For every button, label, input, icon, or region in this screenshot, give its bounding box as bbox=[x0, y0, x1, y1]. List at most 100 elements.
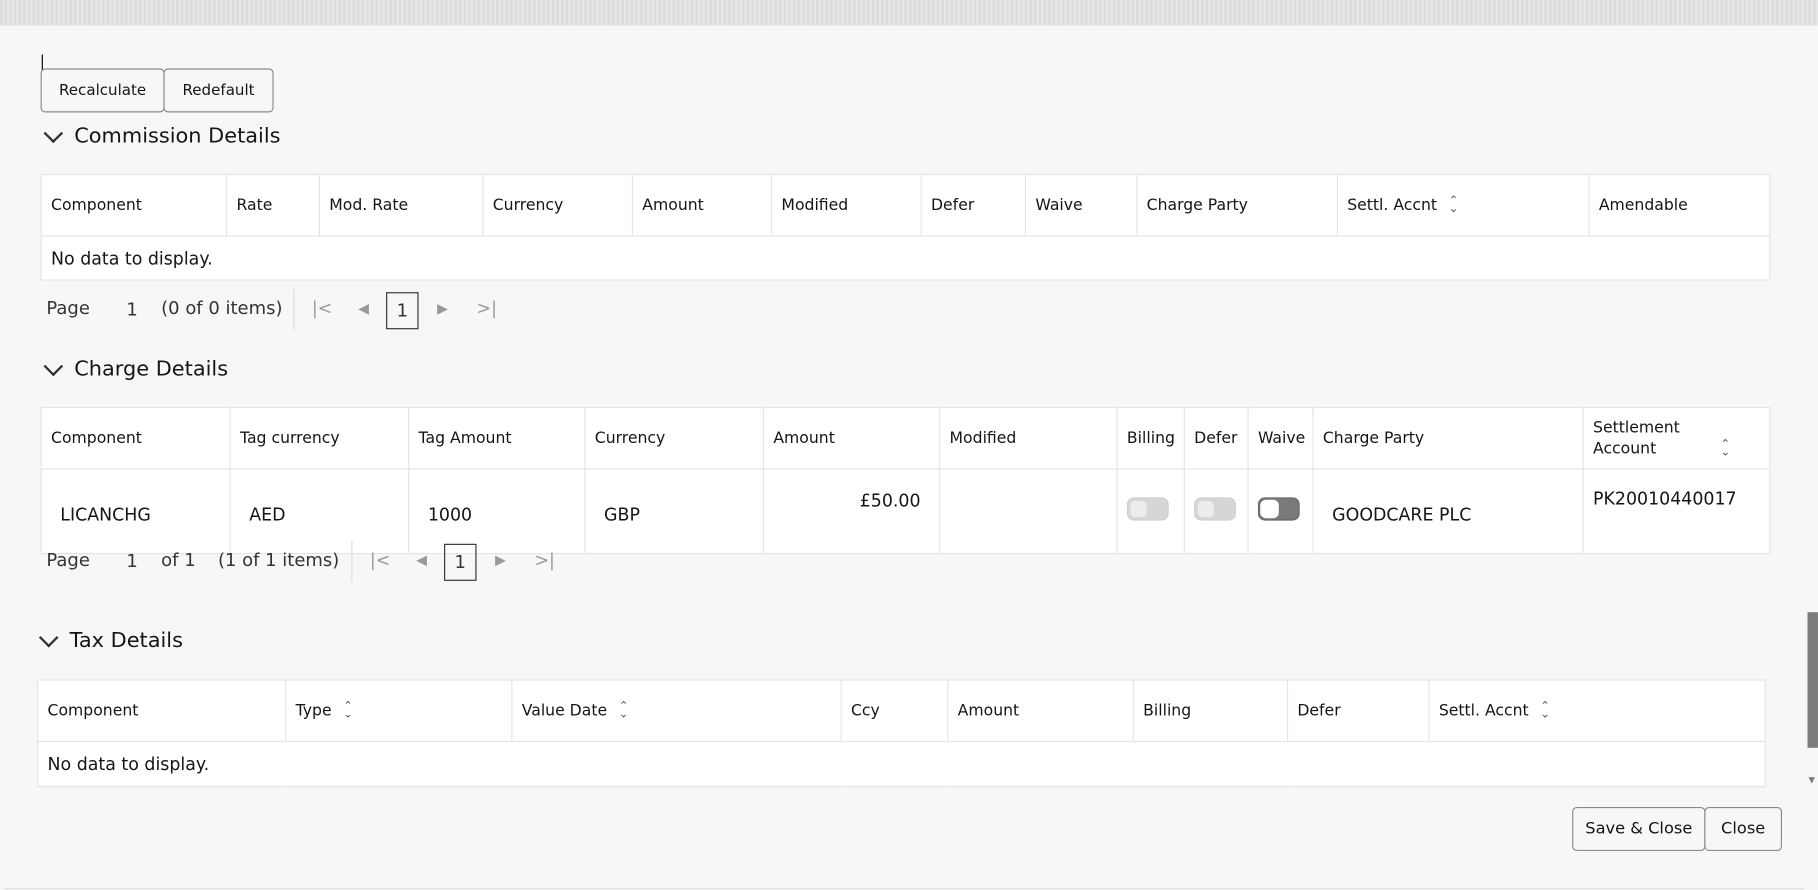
save-and-close-button[interactable]: Save & Close bbox=[1572, 806, 1706, 851]
column-label: Ccy bbox=[850, 701, 880, 720]
column-header-currency: Currency bbox=[482, 173, 634, 237]
column-header-amount: Amount bbox=[762, 406, 941, 470]
cell-component: LICANCHG bbox=[40, 468, 231, 555]
column-label: Billing bbox=[1126, 428, 1175, 448]
commission-details-header[interactable]: Commission Details bbox=[43, 122, 281, 149]
chevron-down-icon bbox=[43, 122, 64, 143]
column-header-tag-amount: Tag Amount bbox=[408, 406, 586, 470]
column-header-settlement-account[interactable]: Settlement Account ⌃ ⌄ bbox=[1582, 406, 1771, 470]
chevron-down-icon bbox=[38, 627, 59, 647]
scrollbar-thumb[interactable] bbox=[1807, 612, 1818, 748]
redefault-button[interactable]: Redefault bbox=[163, 68, 274, 113]
first-page-icon[interactable]: |< bbox=[369, 549, 391, 571]
cell-billing bbox=[1116, 468, 1185, 555]
charge-details-header[interactable]: Charge Details bbox=[43, 355, 228, 381]
table-row: LICANCHG AED 1000 GBP £50.00 GOODCARE PLC PK20… bbox=[40, 468, 1771, 555]
column-header-settl-accnt[interactable]: Settl. Accnt ⌃ ⌄ bbox=[1336, 173, 1590, 237]
sort-icon[interactable]: ⌃ ⌄ bbox=[618, 700, 629, 722]
cell-tag-currency: AED bbox=[229, 468, 410, 555]
waive-toggle[interactable] bbox=[1257, 497, 1300, 521]
header-row: Component Rate Mod. Rate Currency Amount Modi… bbox=[40, 173, 1771, 237]
column-header-mod-rate: Mod. Rate bbox=[318, 173, 484, 237]
column-label: Defer bbox=[1194, 428, 1238, 448]
column-label: Type bbox=[295, 701, 332, 720]
column-header-waive: Waive bbox=[1247, 406, 1314, 470]
items-count: (1 of 1 items) bbox=[217, 549, 340, 571]
commission-table: Component Rate Mod. Rate Currency Amount Modi… bbox=[40, 173, 1771, 281]
header-row: Component Type ⌃ ⌄ Value Date ⌃ ⌄ Ccy Amount Bill… bbox=[37, 679, 1766, 743]
column-label: Defer bbox=[930, 195, 975, 215]
billing-toggle bbox=[1126, 497, 1169, 521]
column-label: Billing bbox=[1143, 701, 1192, 720]
column-label: Waive bbox=[1257, 428, 1306, 448]
column-header-modified: Modified bbox=[939, 406, 1118, 470]
column-label: Amount bbox=[773, 428, 835, 448]
prev-page-icon[interactable]: ◀ bbox=[358, 300, 369, 317]
column-label: Tag Amount bbox=[418, 428, 512, 448]
column-header-defer: Defer bbox=[920, 173, 1027, 237]
column-label: Settlement Account bbox=[1593, 418, 1680, 458]
page-number: 1 bbox=[126, 550, 138, 572]
cell-tag-amount: 1000 bbox=[408, 468, 586, 555]
sort-icon[interactable]: ⌃ ⌄ bbox=[1720, 438, 1731, 460]
charge-table: Component Tag currency Tag Amount Currency A… bbox=[40, 406, 1771, 555]
sort-icon[interactable]: ⌃ ⌄ bbox=[1540, 700, 1550, 722]
column-header-type[interactable]: Type ⌃ ⌄ bbox=[285, 679, 513, 743]
current-page-button[interactable]: 1 bbox=[444, 543, 477, 581]
column-label: Component bbox=[47, 701, 139, 720]
column-label: Modified bbox=[949, 428, 1017, 448]
column-label: Currency bbox=[492, 195, 564, 215]
column-label: Defer bbox=[1297, 701, 1341, 720]
empty-row: No data to display. bbox=[40, 235, 1771, 281]
column-label: Modified bbox=[781, 195, 849, 215]
column-header-tag-currency: Tag currency bbox=[229, 406, 410, 470]
column-label: Charge Party bbox=[1322, 428, 1425, 448]
cell-defer bbox=[1183, 468, 1249, 555]
column-header-component: Component bbox=[37, 679, 287, 743]
column-header-currency: Currency bbox=[584, 406, 765, 470]
next-page-icon[interactable]: ▶ bbox=[437, 300, 448, 317]
column-label: Amount bbox=[957, 701, 1020, 720]
column-header-component: Component bbox=[40, 173, 228, 237]
column-header-charge-party: Charge Party bbox=[1136, 173, 1338, 237]
cell-modified bbox=[939, 468, 1118, 555]
scroll-down-arrow-icon[interactable]: ▼ bbox=[1808, 775, 1815, 785]
cell-settlement-account: PK20010440017 bbox=[1582, 468, 1771, 555]
last-page-icon[interactable]: >| bbox=[476, 297, 497, 319]
column-header-settl-accnt[interactable]: Settl. Accnt ⌃ ⌄ bbox=[1428, 679, 1766, 743]
column-label: Charge Party bbox=[1146, 195, 1248, 215]
page-of: of 1 bbox=[161, 549, 196, 571]
column-header-defer: Defer bbox=[1183, 406, 1249, 470]
column-label: Component bbox=[51, 195, 142, 215]
last-page-icon[interactable]: >| bbox=[534, 549, 555, 571]
column-header-value-date[interactable]: Value Date ⌃ ⌄ bbox=[511, 679, 842, 743]
column-header-amount: Amount bbox=[947, 679, 1134, 743]
close-button[interactable]: Close bbox=[1704, 806, 1782, 851]
column-label: Amendable bbox=[1598, 195, 1688, 215]
no-data-message: No data to display. bbox=[40, 235, 1771, 281]
prev-page-icon[interactable]: ◀ bbox=[416, 551, 427, 569]
sort-icon[interactable]: ⌃ ⌄ bbox=[1448, 194, 1459, 216]
cell-amount: £50.00 bbox=[762, 468, 941, 555]
next-page-icon[interactable]: ▶ bbox=[495, 551, 506, 569]
column-header-charge-party: Charge Party bbox=[1312, 406, 1584, 470]
column-label: Value Date bbox=[521, 701, 608, 720]
sort-icon[interactable]: ⌃ ⌄ bbox=[343, 700, 353, 722]
current-page-button[interactable]: 1 bbox=[386, 292, 419, 330]
defer-toggle bbox=[1194, 497, 1236, 521]
first-page-icon[interactable]: |< bbox=[311, 297, 333, 319]
column-label: Amount bbox=[642, 195, 704, 215]
scrollbar[interactable]: ▼ bbox=[1806, 26, 1818, 889]
column-header-defer: Defer bbox=[1286, 679, 1430, 743]
column-header-billing: Billing bbox=[1116, 406, 1185, 470]
column-label: Component bbox=[51, 428, 142, 448]
column-header-billing: Billing bbox=[1132, 679, 1289, 743]
tax-details-header[interactable]: Tax Details bbox=[38, 627, 183, 653]
page-label: Page bbox=[46, 297, 90, 319]
tax-table: Component Type ⌃ ⌄ Value Date ⌃ ⌄ Ccy Amount Bill… bbox=[37, 679, 1766, 788]
recalculate-button[interactable]: Recalculate bbox=[40, 68, 165, 113]
column-label: Settl. Accnt bbox=[1347, 195, 1438, 215]
section-title: Commission Details bbox=[74, 124, 281, 149]
no-data-message: No data to display. bbox=[37, 740, 1766, 788]
header-row: Component Tag currency Tag Amount Currency A… bbox=[40, 406, 1771, 470]
